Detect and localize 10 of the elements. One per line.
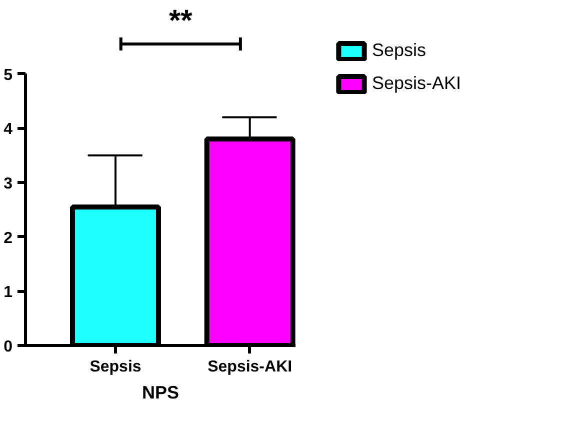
y-tick-label: 1 bbox=[4, 284, 13, 302]
legend-label: Sepsis-AKI bbox=[372, 73, 462, 94]
text: ** bbox=[168, 4, 193, 38]
y-tick-label: 0 bbox=[4, 338, 13, 356]
y-tick-label: 4 bbox=[4, 121, 13, 138]
legend-label: Sepsis bbox=[372, 40, 426, 61]
x-axis-title: NPS bbox=[142, 382, 180, 402]
y-tick-label: 2 bbox=[4, 230, 13, 247]
y-tick-label: 3 bbox=[4, 176, 13, 193]
y-tick-label: 5 bbox=[4, 66, 13, 84]
